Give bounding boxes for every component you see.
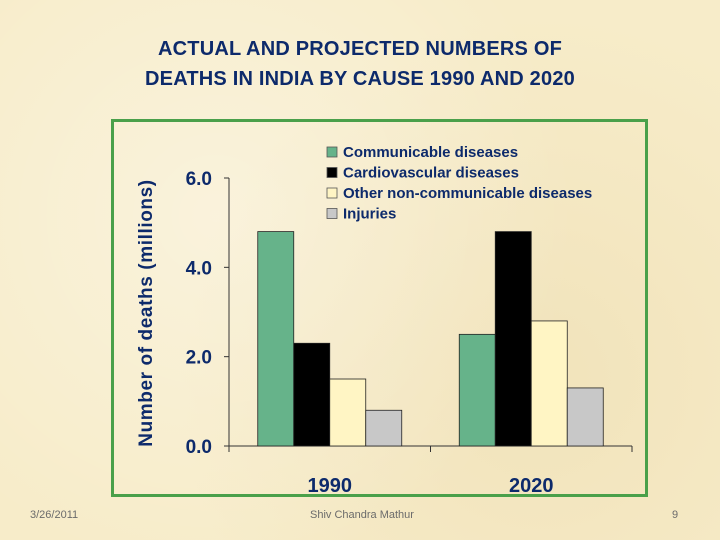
legend-label: Communicable diseases <box>343 144 518 161</box>
bar-other-non-communicable-diseases-2020 <box>530 320 568 447</box>
bar-injuries-2020 <box>566 387 604 447</box>
legend-swatch <box>326 146 338 158</box>
y-tick-label: 6.0 <box>186 169 212 190</box>
slide-author: Shiv Chandra Mathur <box>310 509 414 521</box>
bar-communicable-diseases-2020 <box>458 333 496 447</box>
chart-frame <box>111 119 648 497</box>
legend-label: Cardiovascular diseases <box>343 165 519 182</box>
legend-swatch <box>326 167 338 178</box>
slide-date: 3/26/2011 <box>30 509 79 521</box>
x-category-label: 1990 <box>308 475 353 497</box>
title-line-1: ACTUAL AND PROJECTED NUMBERS OF <box>158 38 562 60</box>
y-tick-label: 2.0 <box>186 348 212 369</box>
slide-page-number: 9 <box>672 509 679 521</box>
bar-injuries-1990 <box>365 409 403 447</box>
y-axis-label: Number of deaths (millions) <box>136 179 157 446</box>
y-tick-label: 0.0 <box>186 437 212 458</box>
legend-swatch <box>326 208 338 219</box>
x-category-label: 2020 <box>509 475 554 497</box>
bar-other-non-communicable-diseases-1990 <box>329 378 367 447</box>
bar-cardiovascular-diseases-2020 <box>494 231 532 447</box>
legend-swatch <box>326 187 338 199</box>
bar-cardiovascular-diseases-1990 <box>293 342 331 447</box>
y-tick-label: 4.0 <box>186 258 212 279</box>
slide-title: ACTUAL AND PROJECTED NUMBERS OF DEATHS I… <box>0 34 720 94</box>
legend-label: Other non-communicable diseases <box>343 185 592 202</box>
bar-communicable-diseases-1990 <box>257 231 295 447</box>
title-line-2: DEATHS IN INDIA BY CAUSE 1990 AND 2020 <box>145 68 575 90</box>
legend-label: Injuries <box>343 206 396 223</box>
